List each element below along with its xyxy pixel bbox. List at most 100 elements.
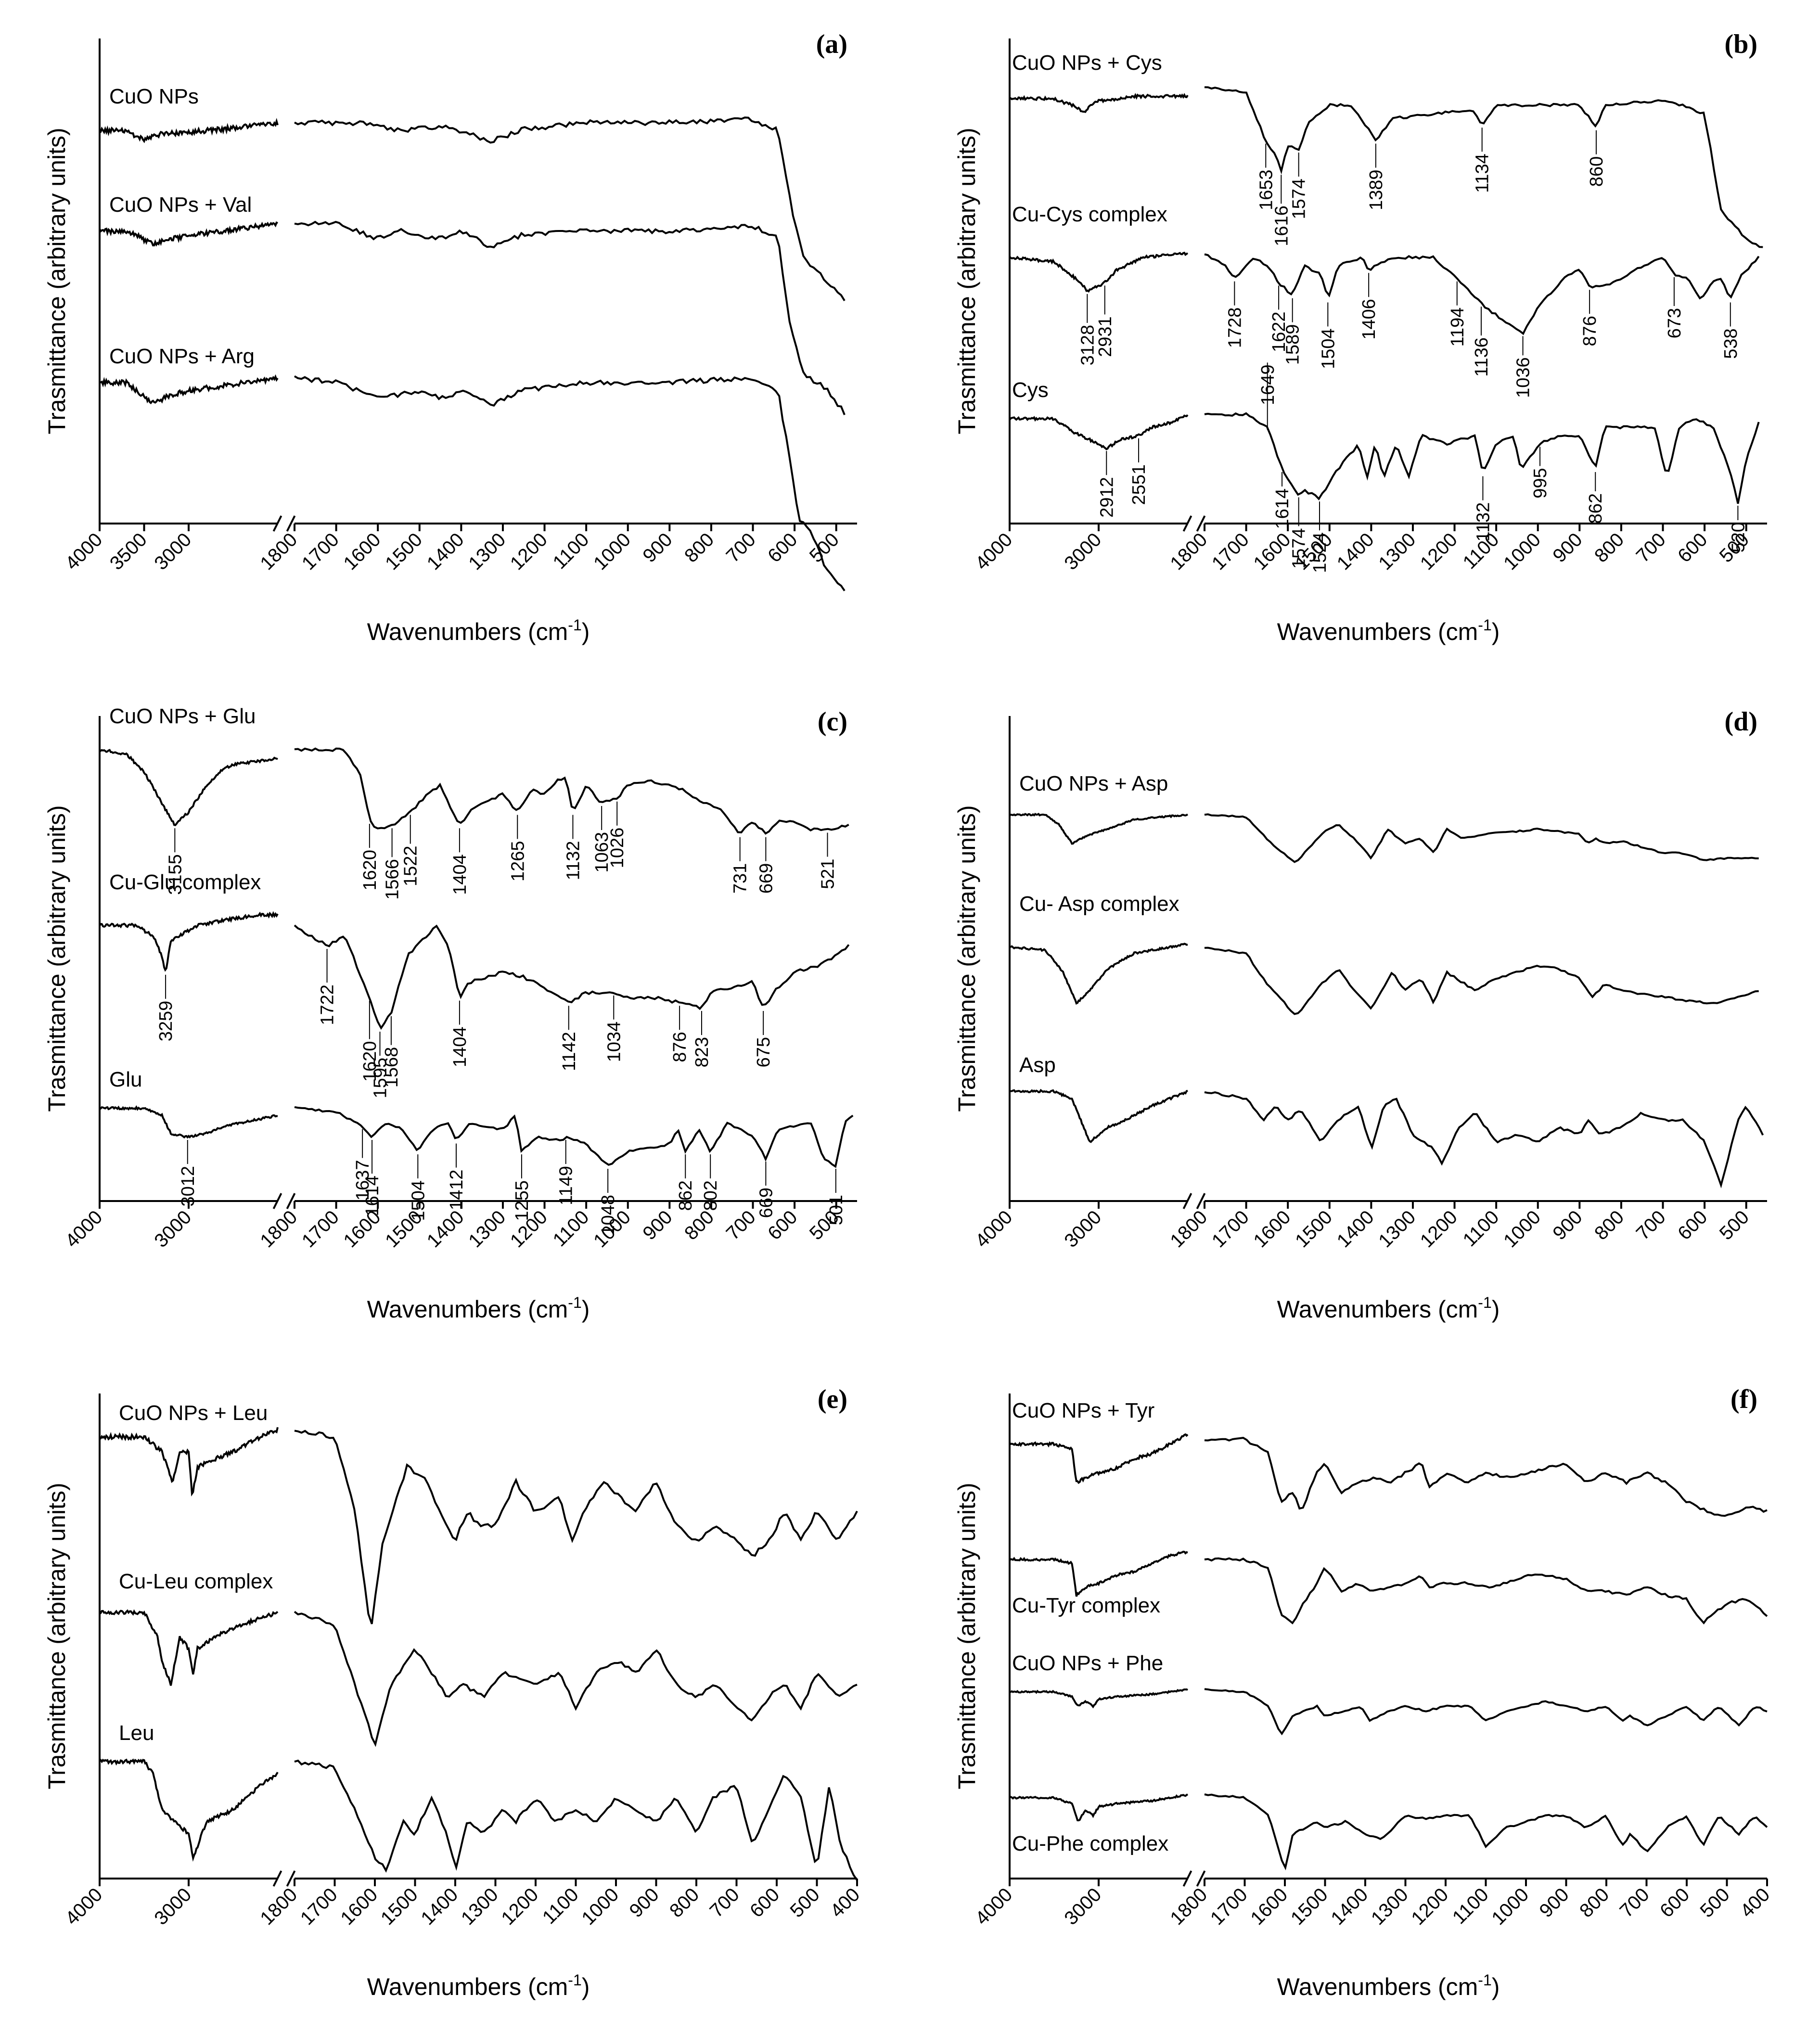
peak-label: 675 bbox=[754, 1037, 774, 1067]
spectrum-0-left bbox=[99, 749, 278, 826]
x-tick-label: 1200 bbox=[497, 1884, 542, 1929]
spectrum-0-right bbox=[1204, 86, 1763, 248]
x-tick-label: 400 bbox=[826, 1884, 864, 1921]
spectrum-2-right bbox=[294, 375, 846, 591]
peak-label: 538 bbox=[1721, 329, 1741, 359]
x-tick-label: 1000 bbox=[577, 1884, 623, 1929]
plot-area: 4000 3000 18001700160015001400130012001100… bbox=[43, 1384, 864, 2000]
x-tick-label: 700 bbox=[722, 1206, 760, 1244]
peak-label: 876 bbox=[670, 1032, 690, 1062]
series-label: Cu-Leu complex bbox=[119, 1570, 273, 1593]
chart-svg: 4000 3000 18001700160015001400130012001100… bbox=[43, 1384, 864, 2000]
x-tick-label: 600 bbox=[746, 1884, 783, 1921]
series-label: Leu bbox=[119, 1721, 154, 1745]
x-tick-label: 1600 bbox=[336, 1884, 382, 1929]
peak-label: 520 bbox=[1728, 522, 1748, 552]
axis-break-mark bbox=[1182, 515, 1192, 532]
axis-break-mark bbox=[1196, 515, 1206, 532]
x-tick-label: 600 bbox=[1656, 1884, 1693, 1921]
x-tick-label: 1800 bbox=[256, 1884, 301, 1929]
axis-break-mark bbox=[1182, 1193, 1192, 1209]
spectrum-3-right bbox=[1204, 1793, 1768, 1870]
x-axis-title: Wavenumbers (cm-1) bbox=[367, 1294, 590, 1323]
spectrum-1-right bbox=[1204, 946, 1759, 1015]
spectrum-1-left bbox=[1009, 1550, 1188, 1597]
x-tick-label: 600 bbox=[764, 529, 801, 566]
panel-c: 4000 3000 1800 1700 1600 1500 1400 1300 1200 1100… bbox=[0, 678, 910, 1355]
series-label: Asp bbox=[1019, 1053, 1056, 1077]
x-tick-label: 1400 bbox=[423, 529, 468, 574]
x-tick-label: 1400 bbox=[1333, 1206, 1378, 1252]
peak-label: 862 bbox=[1586, 493, 1606, 524]
series-label: CuO NPs bbox=[109, 85, 199, 108]
panel-d: 4000 3000 1800 1700 1600 1500 1400 1300 1200 1100… bbox=[910, 678, 1820, 1355]
series-label: CuO NPs + Leu bbox=[119, 1401, 268, 1425]
peak-label: 1026 bbox=[607, 828, 628, 869]
x-tick-label: 1700 bbox=[298, 1206, 343, 1252]
x-tick-label: 900 bbox=[639, 1206, 676, 1244]
x-tick-label: 1800 bbox=[1166, 1206, 1211, 1252]
peak-label: 1149 bbox=[556, 1166, 577, 1205]
x-tick-label: 4000 bbox=[61, 1884, 106, 1929]
x-tick-label: 800 bbox=[1576, 1884, 1613, 1921]
x-tick-label: 1700 bbox=[1208, 1206, 1253, 1252]
x-tick-label: 600 bbox=[1674, 529, 1711, 566]
x-tick-label: 900 bbox=[1549, 1206, 1586, 1244]
x-tick-label: 1600 bbox=[1250, 1206, 1295, 1252]
peak-label: 1620 bbox=[360, 1041, 380, 1082]
series-label: CuO NPs + Asp bbox=[1019, 772, 1168, 795]
spectrum-2-left bbox=[99, 1105, 278, 1139]
spectrum-0-right bbox=[294, 116, 846, 301]
x-tick-label: 1200 bbox=[506, 529, 551, 574]
x-tick-label: 1800 bbox=[1166, 529, 1211, 574]
spectrum-0-left bbox=[1009, 1433, 1189, 1484]
x-tick-label: 1000 bbox=[1500, 1206, 1545, 1252]
peak-label: 731 bbox=[731, 863, 751, 894]
x-tick-label: 900 bbox=[1536, 1884, 1573, 1921]
spectrum-1-right bbox=[1204, 253, 1760, 335]
series-label: Cu-Glu complex bbox=[109, 870, 261, 894]
axis-break-mark bbox=[272, 515, 282, 532]
x-tick-label: 800 bbox=[666, 1884, 703, 1921]
x-tick-label: 1400 bbox=[1333, 529, 1378, 574]
x-tick-label: 1200 bbox=[1416, 1206, 1461, 1252]
x-tick-label: 1200 bbox=[1416, 529, 1461, 574]
x-tick-label: 1300 bbox=[1374, 529, 1420, 574]
x-tick-label: 900 bbox=[639, 529, 676, 566]
plot-area: 4000 3000 18001700160015001400130012001100… bbox=[953, 707, 1767, 1323]
x-tick-label: 800 bbox=[1590, 1206, 1628, 1244]
peak-label: 1568 bbox=[382, 1047, 402, 1088]
x-tick-label: 1300 bbox=[1367, 1884, 1412, 1929]
x-tick-label: 1700 bbox=[1206, 1884, 1252, 1929]
peak-label: 1566 bbox=[383, 859, 403, 900]
peak-label: 521 bbox=[818, 859, 838, 889]
spectrum-2-right bbox=[294, 1106, 854, 1168]
peak-label: 1589 bbox=[1283, 324, 1303, 365]
spectrum-1-left bbox=[99, 911, 279, 972]
x-tick-label: 500 bbox=[1716, 1206, 1753, 1244]
x-tick-label: 1600 bbox=[1246, 1884, 1292, 1929]
peak-label: 669 bbox=[756, 863, 776, 894]
spectrum-2-left bbox=[1010, 1088, 1188, 1143]
spectrum-1-right bbox=[1204, 1557, 1768, 1624]
spectrum-2-right bbox=[1204, 1688, 1768, 1736]
x-tick-label: 3500 bbox=[106, 529, 151, 574]
axis-break-mark bbox=[272, 1870, 282, 1887]
x-tick-label: 1600 bbox=[340, 529, 385, 574]
series-label: CuO NPs + Arg bbox=[109, 345, 255, 368]
x-tick-label: 1000 bbox=[590, 529, 635, 574]
peak-label: 3259 bbox=[156, 1001, 176, 1042]
x-tick-label: 500 bbox=[1696, 1884, 1734, 1921]
plot-area: 4000 3000 18001700160015001400130012001100… bbox=[43, 704, 857, 1323]
x-tick-label: 3000 bbox=[150, 1206, 195, 1252]
series-label: Cu-Cys complex bbox=[1012, 203, 1167, 226]
series-label: Cys bbox=[1012, 378, 1049, 402]
chart-svg: 4000 3000 18001700160015001400130012001100… bbox=[43, 704, 857, 1323]
plot-area: 4000 3000 18001700160015001400130012001100… bbox=[953, 29, 1767, 645]
peak-label: 1132 bbox=[1473, 502, 1493, 542]
x-tick-label: 1000 bbox=[1500, 529, 1545, 574]
peak-label: 1728 bbox=[1225, 307, 1245, 348]
x-tick-label: 500 bbox=[786, 1884, 824, 1921]
x-tick-label: 3000 bbox=[1060, 1884, 1105, 1929]
x-axis-title: Wavenumbers (cm-1) bbox=[1277, 1971, 1500, 2000]
